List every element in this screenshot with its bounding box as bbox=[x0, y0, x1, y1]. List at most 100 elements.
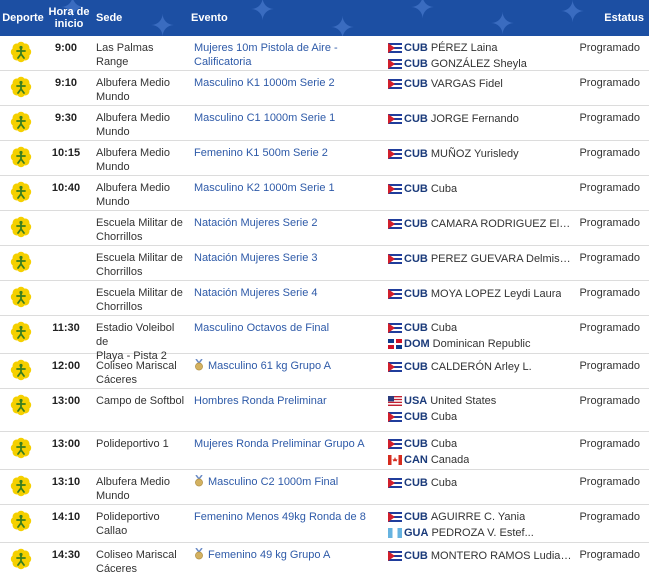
start-time: 13:10 bbox=[51, 476, 81, 488]
participant[interactable]: CUB GONZÁLEZ Sheyla bbox=[388, 56, 572, 72]
start-time: 11:30 bbox=[52, 322, 80, 334]
venue-line: Chorrillos bbox=[96, 231, 143, 243]
participants: CUB CALDERÓN Arley L. bbox=[388, 359, 572, 375]
country-code: CUB bbox=[404, 148, 428, 160]
venue: Albufera Medio Mundo bbox=[96, 146, 188, 174]
table-row[interactable]: 9:00 Las Palmas Range Mujeres 10m Pistola … bbox=[0, 36, 649, 71]
participant[interactable]: DOM Dominican Republic bbox=[388, 336, 572, 352]
start-time: 13:00 bbox=[51, 438, 81, 450]
table-row[interactable]: 14:30 Coliseo Mariscal Cáceres Femenino 49 … bbox=[0, 543, 649, 574]
participant-name: United States bbox=[430, 395, 497, 407]
table-body: 9:00 Las Palmas Range Mujeres 10m Pistola … bbox=[0, 36, 649, 574]
event-label: Natación Mujeres Serie 3 bbox=[194, 252, 318, 264]
event-link[interactable]: Hombres Ronda Preliminar bbox=[194, 394, 382, 408]
event-link[interactable]: Masculino K1 1000m Serie 2 bbox=[194, 76, 382, 90]
event-link[interactable]: Natación Mujeres Serie 2 bbox=[194, 216, 382, 230]
event-label: Femenino K1 500m Serie 2 bbox=[194, 147, 328, 159]
event-label: Femenino 49 kg Grupo A bbox=[208, 549, 331, 561]
table-row[interactable]: 10:15 Albufera Medio Mundo Femenino K1 500m… bbox=[0, 141, 649, 176]
canoe-icon bbox=[10, 76, 32, 98]
column-header-hora[interactable]: Hora de inicio bbox=[48, 0, 90, 36]
table-row[interactable]: 9:10 Albufera Medio Mundo Masculino K1 1000… bbox=[0, 71, 649, 106]
swimming-icon bbox=[10, 286, 32, 308]
country-code: USA bbox=[404, 395, 428, 407]
event-link[interactable]: Natación Mujeres Serie 4 bbox=[194, 286, 382, 300]
cuba-flag-icon bbox=[388, 43, 402, 53]
participant[interactable]: CAN Canada bbox=[388, 452, 572, 468]
column-header-deporte[interactable]: Deporte bbox=[2, 12, 44, 24]
participant[interactable]: USA United States bbox=[388, 393, 572, 409]
event-link[interactable]: Natación Mujeres Serie 3 bbox=[194, 251, 382, 265]
venue-line: Escuela Militar de bbox=[96, 217, 183, 229]
venue-line: Escuela Militar de bbox=[96, 252, 183, 264]
event-link[interactable]: Femenino K1 500m Serie 2 bbox=[194, 146, 382, 160]
table-row[interactable]: 13:00 Campo de Softbol Hombres Ronda Preli… bbox=[0, 389, 649, 432]
country-code: CUB bbox=[404, 113, 428, 125]
venue: Albufera Medio Mundo bbox=[96, 475, 188, 503]
event-link[interactable]: Femenino Menos 49kg Ronda de 8 bbox=[194, 510, 382, 524]
table-row[interactable]: Escuela Militar de Chorrillos Natación Muj… bbox=[0, 246, 649, 281]
cuba-flag-icon bbox=[388, 219, 402, 229]
participant[interactable]: CUB MOYA LOPEZ Leydi Laura bbox=[388, 286, 572, 302]
participant[interactable]: CUB Cuba bbox=[388, 409, 572, 425]
table-row[interactable]: 14:10 Polideportivo Callao Femenino Menos 4… bbox=[0, 505, 649, 543]
participant[interactable]: CUB AGUIRRE C. Yania bbox=[388, 509, 572, 525]
table-row[interactable]: 9:30 Albufera Medio Mundo Masculino C1 1000… bbox=[0, 106, 649, 141]
status-text: Programado bbox=[579, 42, 640, 54]
participant[interactable]: CUB Cuba bbox=[388, 436, 572, 452]
participant[interactable]: CUB Cuba bbox=[388, 320, 572, 336]
table-row[interactable]: 13:00 Polideportivo 1 Mujeres Ronda Prelim… bbox=[0, 432, 649, 470]
column-header-sede[interactable]: Sede bbox=[96, 12, 123, 24]
venue-line: Albufera Medio bbox=[96, 476, 170, 488]
event-link[interactable]: Mujeres 10m Pistola de Aire - Calificato… bbox=[194, 41, 382, 69]
table-row[interactable]: Escuela Militar de Chorrillos Natación Muj… bbox=[0, 211, 649, 246]
participant[interactable]: CUB MONTERO RAMOS Ludia M. bbox=[388, 548, 572, 564]
event-link[interactable]: Masculino 61 kg Grupo A bbox=[194, 359, 382, 373]
participants: CUB MUÑOZ Yurisledy bbox=[388, 146, 572, 162]
table-row[interactable]: Escuela Militar de Chorrillos Natación Muj… bbox=[0, 281, 649, 316]
venue: Albufera Medio Mundo bbox=[96, 181, 188, 209]
participant[interactable]: CUB MUÑOZ Yurisledy bbox=[388, 146, 572, 162]
participant-name: Cuba bbox=[430, 183, 458, 195]
column-header-estatus[interactable]: Estatus bbox=[604, 12, 644, 24]
participant[interactable]: CUB CAMARA RODRIGUEZ Eliani... bbox=[388, 216, 572, 232]
table-row[interactable]: 13:10 Albufera Medio Mundo Masculino C2 100… bbox=[0, 470, 649, 505]
event-label: Mujeres Ronda Preliminar Grupo A bbox=[194, 438, 365, 450]
table-row[interactable]: 10:40 Albufera Medio Mundo Masculino K2 100… bbox=[0, 176, 649, 211]
participant[interactable]: CUB PÉREZ Laina bbox=[388, 40, 572, 56]
country-code: CUB bbox=[404, 477, 428, 489]
status-text: Programado bbox=[579, 77, 640, 89]
status-text: Programado bbox=[579, 438, 640, 450]
participant[interactable]: CUB CALDERÓN Arley L. bbox=[388, 359, 572, 375]
participants: CUB Cuba DOM Dominican Republic bbox=[388, 320, 572, 352]
event-link[interactable]: Mujeres Ronda Preliminar Grupo A bbox=[194, 437, 382, 451]
participant[interactable]: CUB JORGE Fernando bbox=[388, 111, 572, 127]
participant[interactable]: CUB Cuba bbox=[388, 181, 572, 197]
column-header-evento[interactable]: Evento bbox=[191, 12, 228, 24]
participant[interactable]: GUA PEDROZA V. Estef... bbox=[388, 525, 572, 541]
cuba-flag-icon bbox=[388, 59, 402, 69]
start-time: 10:40 bbox=[51, 182, 81, 194]
start-time: 14:30 bbox=[51, 549, 81, 561]
venue: Albufera Medio Mundo bbox=[96, 76, 188, 104]
status-text: Programado bbox=[579, 287, 640, 299]
event-link[interactable]: Masculino K2 1000m Serie 1 bbox=[194, 181, 382, 195]
participant[interactable]: CUB VARGAS Fidel bbox=[388, 76, 572, 92]
participant[interactable]: CUB PEREZ GUEVARA Delmis D... bbox=[388, 251, 572, 267]
event-link[interactable]: Masculino C1 1000m Serie 1 bbox=[194, 111, 382, 125]
table-row[interactable]: 11:30 Estadio Voleibol de Playa - Pista 2 M… bbox=[0, 316, 649, 362]
event-link[interactable]: Femenino 49 kg Grupo A bbox=[194, 548, 382, 562]
venue-line: Estadio Voleibol de bbox=[96, 322, 175, 348]
event-link[interactable]: Masculino C2 1000m Final bbox=[194, 475, 382, 489]
venue-line: Playa - Pista 2 bbox=[96, 350, 167, 362]
status-text: Programado bbox=[579, 476, 640, 488]
event-label: Masculino C1 1000m Serie 1 bbox=[194, 112, 336, 124]
status-text: Programado bbox=[579, 112, 640, 124]
table-row[interactable]: 12:00 Coliseo Mariscal Cáceres Masculino 61… bbox=[0, 354, 649, 389]
star-decoration-icon: ✦ bbox=[250, 0, 276, 27]
participants: USA United States CUB Cuba bbox=[388, 393, 572, 425]
country-code: CUB bbox=[404, 411, 428, 423]
event-link[interactable]: Masculino Octavos de Final bbox=[194, 321, 382, 335]
cuba-flag-icon bbox=[388, 512, 402, 522]
participant[interactable]: CUB Cuba bbox=[388, 475, 572, 491]
